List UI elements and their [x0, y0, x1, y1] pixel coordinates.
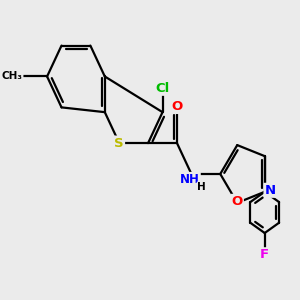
Text: Cl: Cl	[155, 82, 170, 95]
Text: O: O	[232, 195, 243, 208]
Text: CH₃: CH₃	[2, 71, 22, 82]
Text: O: O	[171, 100, 183, 113]
Text: N: N	[265, 184, 276, 197]
Text: F: F	[260, 248, 269, 261]
Text: H: H	[197, 182, 206, 192]
Text: S: S	[114, 136, 124, 150]
Text: NH: NH	[180, 173, 200, 186]
